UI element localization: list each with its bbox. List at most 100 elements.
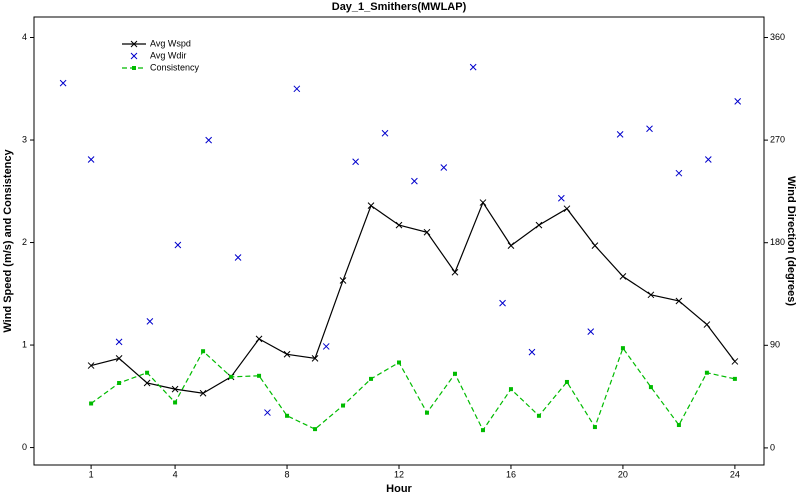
y2-tick-label: 270 [770, 134, 785, 144]
x-tick-label: 8 [285, 469, 290, 479]
marker-x [293, 85, 301, 93]
y2-tick-label: 90 [770, 340, 780, 350]
marker-x [339, 277, 347, 284]
series-line [90, 201, 736, 394]
marker-x [411, 177, 418, 185]
marker-x [352, 158, 359, 166]
marker-square [173, 400, 178, 405]
marker-x [587, 328, 595, 335]
marker-x [255, 335, 263, 343]
marker-x [395, 221, 403, 229]
marker-square [313, 427, 318, 432]
x-axis-label: Hour [386, 483, 412, 495]
x-tick-label: 16 [506, 469, 516, 479]
marker-x [731, 358, 739, 365]
marker-x [283, 350, 291, 358]
legend-marker [130, 40, 138, 48]
marker-x [469, 63, 477, 71]
y-tick-label: 0 [22, 442, 27, 452]
marker-x [591, 242, 599, 249]
marker-x [675, 297, 683, 305]
marker-x [322, 343, 330, 350]
y-tick-label: 4 [22, 32, 27, 42]
marker-x [619, 273, 627, 280]
legend-marker [130, 52, 138, 60]
marker-x [734, 98, 742, 105]
marker-x [205, 136, 213, 144]
marker-square [229, 374, 234, 379]
marker-square [397, 360, 401, 365]
marker-x [367, 202, 375, 209]
marker-square [117, 380, 122, 385]
marker-square [592, 425, 597, 430]
x-tick-label: 20 [618, 469, 628, 479]
marker-square [704, 370, 709, 375]
marker-x [171, 385, 179, 393]
marker-x [59, 79, 67, 87]
marker-square [732, 376, 737, 381]
y-tick-label: 1 [22, 339, 27, 349]
marker-x [174, 241, 182, 249]
y2-tick-label: 180 [770, 237, 785, 247]
marker-square [452, 371, 457, 376]
marker-x [507, 242, 515, 249]
marker-x [311, 355, 319, 362]
marker-x [146, 318, 154, 325]
marker-square [424, 410, 429, 415]
marker-x [115, 338, 123, 346]
marker-x [234, 254, 242, 261]
marker-x [440, 164, 448, 171]
marker-x [381, 129, 389, 137]
y2-tick-label: 360 [770, 32, 785, 42]
y2-axis-label: Wind Direction (degrees) [785, 176, 797, 306]
marker-x [646, 125, 653, 133]
marker-x [647, 291, 655, 299]
y-axis-label: Wind Speed (m/s) and Consistency [2, 148, 14, 332]
x-tick-label: 12 [394, 469, 404, 479]
marker-x [87, 156, 95, 163]
x-tick-label: 1 [89, 469, 94, 479]
marker-square [285, 413, 290, 418]
marker-x [675, 169, 683, 177]
marker-x [557, 194, 565, 202]
marker-x [528, 348, 536, 356]
marker-square [257, 373, 262, 378]
x-tick-label: 24 [730, 469, 740, 479]
marker-square [89, 401, 94, 406]
marker-square [676, 423, 681, 428]
marker-square [369, 376, 374, 381]
x-tick-label: 4 [173, 469, 178, 479]
marker-x [535, 221, 543, 229]
legend-label: Avg Wdir [150, 50, 186, 60]
y2-tick-label: 0 [770, 442, 775, 452]
marker-x [451, 268, 459, 276]
marker-square [480, 428, 485, 433]
marker-x [703, 321, 711, 328]
marker-x [616, 131, 624, 138]
marker-x [563, 205, 571, 213]
y-tick-label: 2 [22, 237, 27, 247]
marker-square [201, 349, 206, 354]
legend-marker [132, 66, 136, 70]
y-tick-label: 3 [22, 134, 27, 144]
marker-square [536, 413, 541, 418]
series-line [90, 346, 736, 432]
marker-square [508, 387, 513, 392]
marker-x [87, 362, 95, 369]
marker-square [564, 379, 569, 384]
marker-x [264, 409, 271, 416]
marker-x [143, 379, 151, 387]
marker-square [620, 346, 625, 351]
legend-label: Consistency [150, 62, 200, 72]
marker-square [648, 385, 653, 390]
plot-frame [33, 16, 765, 466]
marker-x [115, 355, 123, 362]
marker-x [479, 199, 487, 206]
marker-square [145, 370, 150, 375]
marker-square [341, 403, 346, 408]
marker-x [499, 299, 506, 307]
marker-x [704, 156, 712, 163]
legend-label: Avg Wspd [150, 38, 191, 48]
marker-x [199, 389, 207, 397]
